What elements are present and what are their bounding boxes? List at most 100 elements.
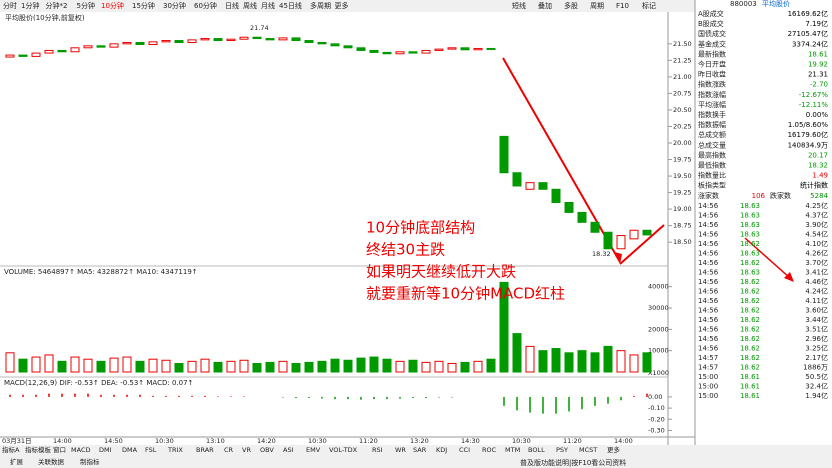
arrow xyxy=(619,224,665,265)
tick-volume: 4.54亿 xyxy=(805,229,828,238)
indicator-tab[interactable]: SAR xyxy=(413,446,427,454)
tool-button[interactable]: 周期 xyxy=(590,2,604,10)
period-tab[interactable]: 更多 xyxy=(335,1,349,10)
period-tab[interactable]: 周线 xyxy=(243,1,257,10)
period-tab[interactable]: 45日线 xyxy=(279,1,302,10)
period-tab[interactable]: 1分钟 xyxy=(21,1,39,10)
tool-button[interactable]: 短线 xyxy=(512,1,526,10)
tick-price: 18.62 xyxy=(740,325,760,333)
tick-volume: 1886万 xyxy=(803,363,828,371)
tick-time: 14:56 xyxy=(698,278,719,286)
volume-bar xyxy=(44,354,54,373)
indicator-tab[interactable]: VR xyxy=(242,446,251,454)
indicator-tab[interactable]: MCST xyxy=(579,446,597,454)
tick-time: 14:56 xyxy=(698,259,719,267)
tick-volume: 3.51亿 xyxy=(805,324,828,333)
period-tab[interactable]: 分时 xyxy=(3,1,17,10)
candle xyxy=(460,47,470,51)
candle xyxy=(213,38,223,42)
candle xyxy=(577,211,587,223)
x-tick-label: 10:30 xyxy=(308,437,327,445)
price-tick-label: 20.25 xyxy=(673,122,692,130)
indicator-tab[interactable]: TRIX xyxy=(167,446,183,454)
period-tab[interactable]: 日线 xyxy=(225,1,239,10)
candle xyxy=(551,188,561,203)
tool-button[interactable]: 多股 xyxy=(564,1,578,10)
panel-value: 21.31 xyxy=(808,71,828,79)
arrow xyxy=(502,57,621,263)
volume-bar xyxy=(330,358,340,373)
candle xyxy=(57,49,67,53)
period-tab[interactable]: 60分钟 xyxy=(194,1,217,10)
indicator-tab[interactable]: 制指标 xyxy=(80,457,100,466)
tool-button[interactable]: F10 xyxy=(616,2,629,10)
x-tick-label: 10:30 xyxy=(512,437,531,445)
tick-price: 18.62 xyxy=(740,240,760,248)
indicator-tab[interactable]: 关联数据 xyxy=(38,457,65,466)
price-tick-label: 19.75 xyxy=(673,156,692,164)
indicator-tab[interactable]: ASI xyxy=(283,446,294,454)
candle xyxy=(109,43,119,48)
tool-button[interactable]: 叠加 xyxy=(538,1,552,10)
indicator-tab[interactable]: MTM xyxy=(505,446,520,454)
annotation: 10分钟底部结构 xyxy=(366,219,475,237)
indicator-tab[interactable]: PSY xyxy=(556,446,568,454)
indicator-tab[interactable]: DMI xyxy=(99,446,112,454)
indicator-tab[interactable]: CR xyxy=(224,446,234,454)
indicator-tab[interactable]: BOLL xyxy=(528,446,545,454)
period-tab[interactable]: 5分钟 xyxy=(77,1,95,10)
indicator-tab[interactable]: OBV xyxy=(260,446,274,454)
breadth-value: 106 xyxy=(752,192,766,200)
panel-label: A股成交 xyxy=(698,9,724,18)
indicator-tab[interactable]: 指标A xyxy=(2,445,20,454)
price-tick-label: 19.25 xyxy=(673,189,692,197)
panel-value: 20.17 xyxy=(808,151,828,159)
tick-time: 14:56 xyxy=(698,316,719,324)
period-tab[interactable]: 分钟*2 xyxy=(46,1,68,10)
period-tab[interactable]: 多周期 xyxy=(310,1,331,10)
annotation: 终结30主跌 xyxy=(366,241,445,259)
indicator-tab[interactable]: 窗口 xyxy=(53,445,66,454)
tick-price: 18.63 xyxy=(740,221,760,229)
indicator-tab[interactable]: RSI xyxy=(372,446,383,454)
indicator-tab[interactable]: KDJ xyxy=(436,446,447,454)
volume-bar xyxy=(174,362,184,373)
candle xyxy=(122,42,132,45)
tick-volume: 2.17亿 xyxy=(805,353,828,362)
period-tab[interactable]: 月线 xyxy=(261,1,275,10)
x-tick-label: 14:30 xyxy=(461,437,480,445)
period-tab[interactable]: 15分钟 xyxy=(132,1,155,10)
tool-button[interactable]: 标记 xyxy=(642,1,656,10)
indicator-tab[interactable]: ROC xyxy=(482,446,497,454)
volume-unit: X1000 xyxy=(648,369,669,377)
indicator-tab[interactable]: EMV xyxy=(306,446,321,454)
panel-value: 18.61 xyxy=(808,50,828,58)
indicator-tab[interactable]: CCI xyxy=(459,446,470,454)
indicator-tab[interactable]: WR xyxy=(395,446,406,454)
indicator-tab[interactable]: DMA xyxy=(122,446,138,454)
panel-label: 指数涨跌 xyxy=(698,80,726,89)
indicator-tab[interactable]: 指标模板 xyxy=(25,445,52,454)
volume-bar xyxy=(291,362,301,373)
indicator-tab[interactable]: 更多 xyxy=(607,445,621,454)
volume-bar xyxy=(421,361,431,373)
indicator-tab[interactable]: 扩展 xyxy=(10,457,24,466)
indicator-tab[interactable]: VOL-TDX xyxy=(329,446,358,454)
panel-value: 19.92 xyxy=(808,61,828,69)
x-tick-label: 14:20 xyxy=(257,437,276,445)
tick-price: 18.62 xyxy=(740,363,760,371)
candle xyxy=(590,221,600,233)
panel-value: -12.67% xyxy=(799,91,829,99)
period-tab[interactable]: 30分钟 xyxy=(163,1,186,10)
panel-value: 16169.62亿 xyxy=(788,9,828,18)
indicator-tab[interactable]: MACD xyxy=(71,446,90,454)
volume-bar xyxy=(239,359,249,373)
tick-time: 14:57 xyxy=(698,354,718,362)
volume-bar xyxy=(590,352,600,373)
indicator-tab[interactable]: BRAR xyxy=(196,446,214,454)
arrow-head xyxy=(614,252,622,264)
period-tab[interactable]: 10分钟 xyxy=(101,1,124,10)
tick-time: 14:56 xyxy=(698,297,719,305)
indicator-tab[interactable]: FSL xyxy=(145,446,157,454)
candle xyxy=(434,48,444,51)
